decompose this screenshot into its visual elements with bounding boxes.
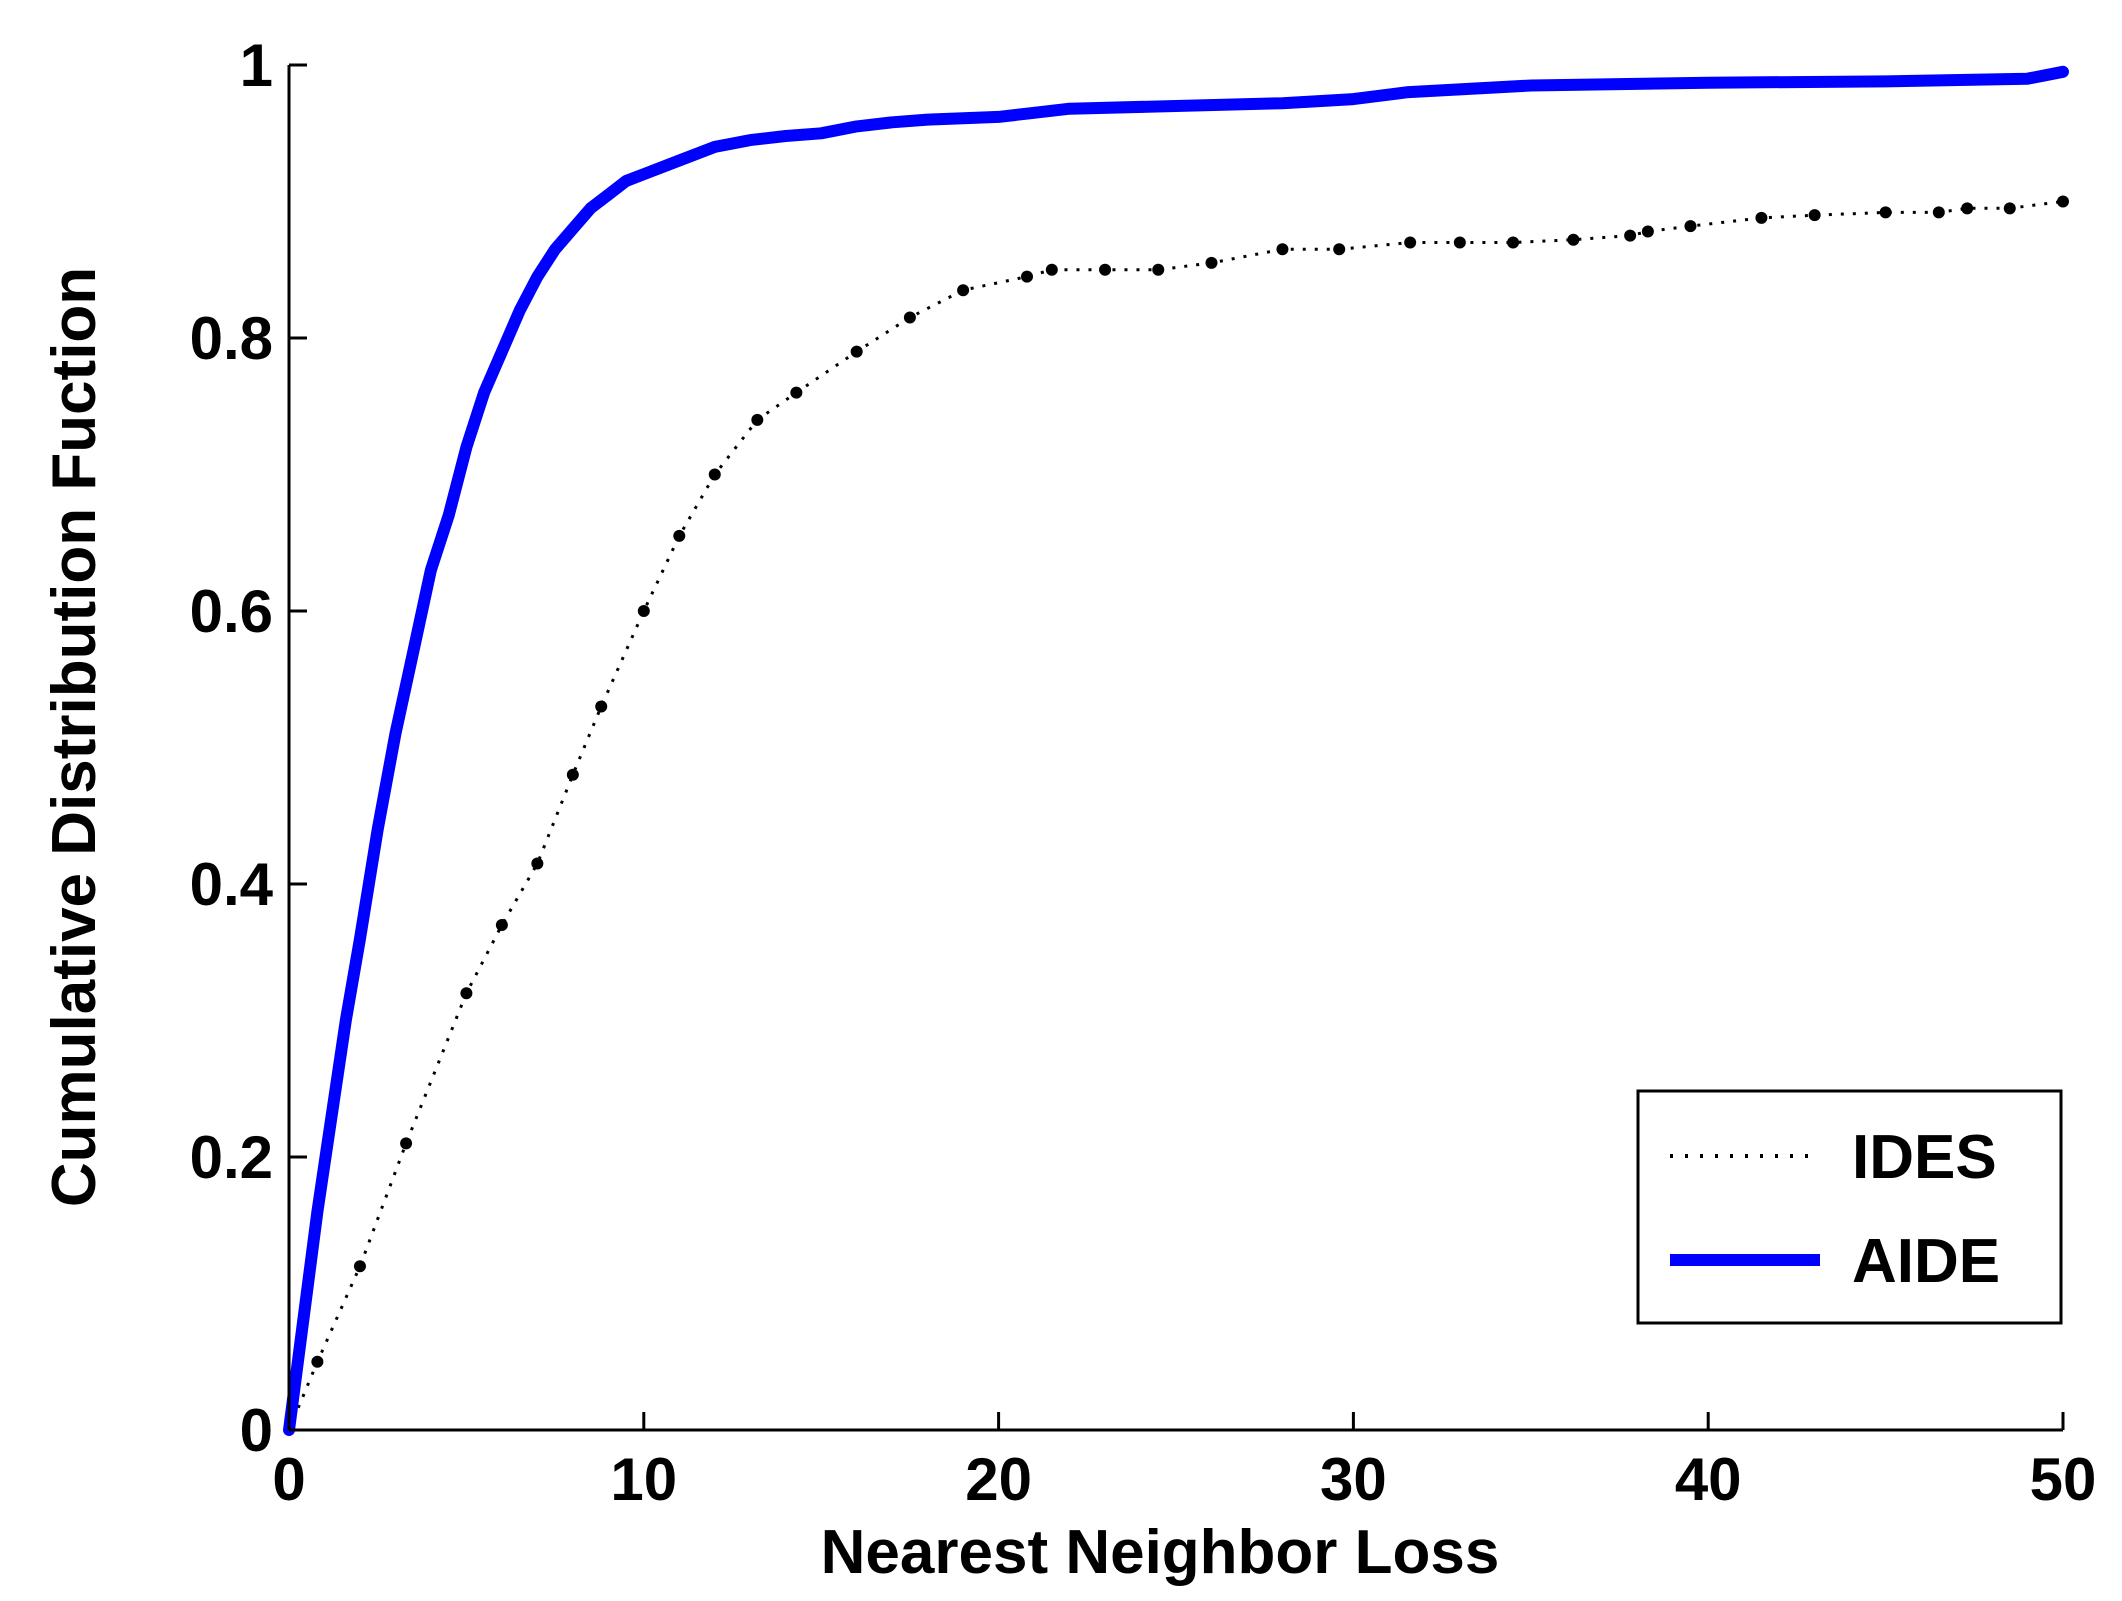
data-point-ides bbox=[311, 1355, 324, 1368]
y-tick-label: 0 bbox=[240, 1397, 273, 1464]
data-point-ides bbox=[637, 605, 650, 617]
tick-marks bbox=[287, 63, 2065, 1432]
data-point-ides bbox=[1205, 256, 1218, 269]
data-point-ides bbox=[1567, 233, 1580, 246]
x-axis-title: Nearest Neighbor Loss bbox=[821, 1518, 1500, 1587]
data-point-ides bbox=[2003, 202, 2016, 215]
y-tick-label: 0.2 bbox=[190, 1124, 273, 1191]
legend-label-aide: AIDE bbox=[1852, 1227, 2000, 1296]
series-line-aide bbox=[283, 65, 2069, 1436]
data-point-ides bbox=[2057, 195, 2069, 208]
plot-area bbox=[283, 65, 2069, 1436]
x-tick-label: 20 bbox=[965, 1446, 1032, 1513]
data-point-ides bbox=[1641, 225, 1654, 238]
data-point-ides bbox=[531, 857, 544, 870]
data-point-ides bbox=[566, 768, 579, 781]
data-point-ides bbox=[1020, 270, 1033, 283]
data-point-ides bbox=[1879, 206, 1892, 219]
legend-label-ides: IDES bbox=[1852, 1123, 1997, 1192]
data-point-ides bbox=[673, 529, 686, 542]
legend-box bbox=[1636, 1089, 2063, 1325]
x-tick-label: 30 bbox=[1320, 1446, 1387, 1513]
data-point-ides bbox=[1624, 229, 1637, 242]
x-tick-label: 50 bbox=[2030, 1446, 2097, 1513]
y-tick-label: 1 bbox=[240, 32, 273, 99]
data-point-ides bbox=[1684, 220, 1697, 233]
data-point-ides bbox=[353, 1260, 366, 1273]
data-point-ides bbox=[400, 1137, 413, 1150]
y-tick-label: 0.8 bbox=[190, 305, 273, 372]
data-point-ides bbox=[495, 918, 508, 931]
legend: IDES AIDE bbox=[1636, 1089, 2063, 1325]
data-point-ides bbox=[850, 345, 863, 358]
data-point-ides bbox=[903, 311, 916, 324]
data-point-ides bbox=[1932, 206, 1945, 219]
data-point-ides bbox=[1961, 202, 1974, 215]
data-point-ides bbox=[751, 413, 764, 426]
data-point-ides bbox=[1404, 236, 1417, 249]
data-point-ides bbox=[957, 284, 970, 297]
axes bbox=[287, 65, 2063, 1432]
data-point-ides bbox=[1755, 211, 1768, 224]
data-point-ides bbox=[1507, 236, 1520, 249]
data-point-ides bbox=[1808, 209, 1821, 222]
tick-labels: 0 10 20 30 40 50 0 0.2 0.4 0.6 0.8 1 bbox=[190, 32, 2097, 1513]
data-point-ides bbox=[1099, 263, 1112, 276]
y-tick-label: 0.4 bbox=[190, 851, 274, 918]
data-point-ides bbox=[460, 987, 473, 1000]
data-point-ides bbox=[1453, 236, 1466, 249]
data-point-ides bbox=[708, 468, 721, 481]
data-point-ides bbox=[790, 386, 803, 399]
x-tick-label: 0 bbox=[272, 1446, 305, 1513]
x-tick-label: 10 bbox=[610, 1446, 677, 1513]
data-point-ides bbox=[595, 700, 608, 713]
y-tick-label: 0.6 bbox=[190, 578, 273, 645]
x-tick-label: 40 bbox=[1675, 1446, 1742, 1513]
data-point-ides bbox=[1333, 243, 1346, 256]
data-point-ides bbox=[1152, 263, 1165, 276]
data-point-ides bbox=[1045, 263, 1058, 276]
data-point-ides bbox=[1276, 243, 1289, 256]
series-line-ides bbox=[287, 200, 2064, 1431]
y-axis-title: Cumulative Distribution Fuction bbox=[40, 267, 109, 1207]
